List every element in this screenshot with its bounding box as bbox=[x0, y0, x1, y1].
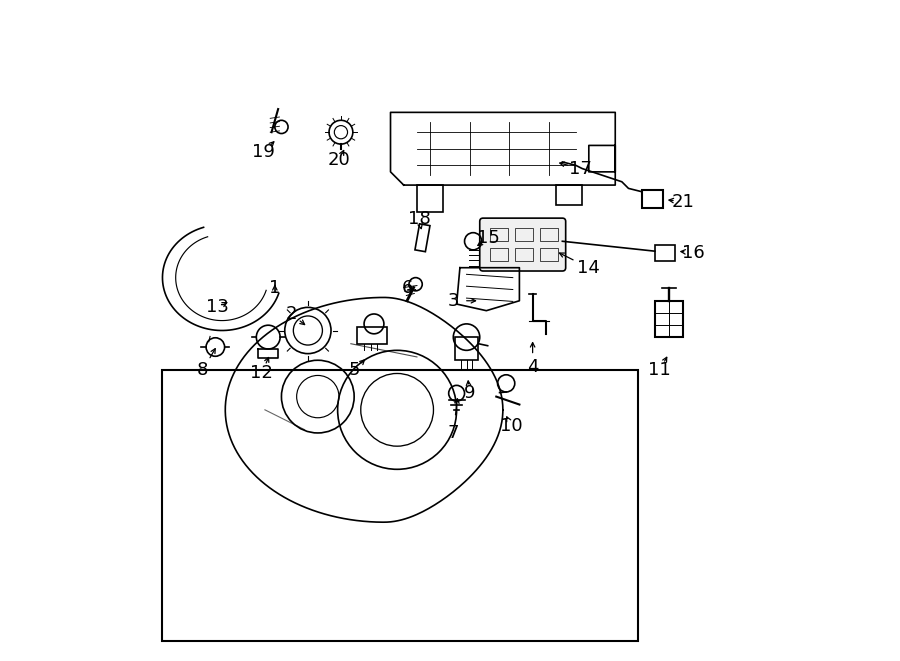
Bar bbox=[655, 301, 683, 337]
Text: 11: 11 bbox=[648, 361, 670, 379]
Text: 10: 10 bbox=[500, 417, 523, 436]
Text: 5: 5 bbox=[348, 361, 360, 379]
Text: 7: 7 bbox=[447, 424, 459, 442]
Bar bbox=[415, 224, 430, 252]
Bar bbox=[490, 248, 508, 261]
Text: 15: 15 bbox=[477, 229, 500, 247]
Text: 12: 12 bbox=[250, 364, 273, 383]
Text: 4: 4 bbox=[526, 358, 538, 376]
Text: 21: 21 bbox=[672, 192, 695, 211]
Bar bbox=[357, 327, 387, 344]
Text: 8: 8 bbox=[197, 361, 209, 379]
Text: 20: 20 bbox=[328, 151, 350, 169]
Text: 2: 2 bbox=[285, 305, 297, 323]
Bar bbox=[642, 190, 662, 208]
Text: 17: 17 bbox=[569, 159, 591, 178]
Bar bbox=[417, 185, 444, 212]
Text: 3: 3 bbox=[447, 292, 459, 310]
Bar bbox=[540, 228, 558, 241]
Text: 16: 16 bbox=[682, 243, 705, 262]
Text: 13: 13 bbox=[206, 298, 229, 317]
Bar bbox=[515, 248, 534, 261]
FancyBboxPatch shape bbox=[480, 218, 566, 271]
Bar bbox=[540, 248, 558, 261]
Text: 6: 6 bbox=[401, 278, 413, 297]
Text: 9: 9 bbox=[464, 384, 475, 403]
Bar bbox=[454, 337, 479, 360]
Text: 1: 1 bbox=[269, 278, 281, 297]
Bar bbox=[655, 245, 675, 261]
Bar bbox=[163, 370, 638, 641]
Text: 19: 19 bbox=[252, 143, 275, 161]
Bar bbox=[556, 185, 582, 205]
Bar bbox=[490, 228, 508, 241]
Bar bbox=[515, 228, 534, 241]
Text: 18: 18 bbox=[408, 210, 430, 229]
Text: 14: 14 bbox=[578, 258, 600, 277]
